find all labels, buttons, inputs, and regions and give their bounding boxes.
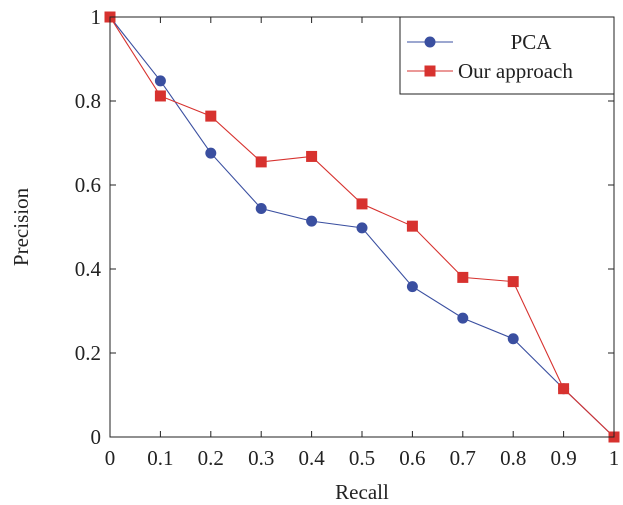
x-tick-label: 0.1 bbox=[147, 446, 173, 470]
x-tick-label: 0.3 bbox=[248, 446, 274, 470]
y-tick-label: 0.8 bbox=[75, 89, 101, 113]
pca-point bbox=[406, 281, 418, 293]
pca-point bbox=[457, 312, 469, 324]
pca-point bbox=[154, 75, 166, 87]
our-approach-point bbox=[457, 271, 469, 283]
x-tick-label: 0.2 bbox=[198, 446, 224, 470]
pca-point bbox=[255, 203, 267, 215]
tick-labels: 0 0.1 0.2 0.3 0.4 0.5 0.6 0.7 0.8 0.9 1 0 0.2 0.4 0.6 0… bbox=[75, 5, 620, 470]
x-tick-label: 0.7 bbox=[450, 446, 476, 470]
x-tick-label: 1 bbox=[609, 446, 620, 470]
x-tick-label: 0.8 bbox=[500, 446, 526, 470]
y-tick-label: 0.2 bbox=[75, 341, 101, 365]
legend-our-approach-label: Our approach bbox=[458, 59, 573, 83]
x-tick-label: 0 bbox=[105, 446, 116, 470]
x-tick-label: 0.5 bbox=[349, 446, 375, 470]
y-tick-label: 0 bbox=[91, 425, 102, 449]
our-approach-point bbox=[558, 383, 570, 395]
pca-point bbox=[356, 222, 368, 234]
series-layer bbox=[104, 11, 620, 443]
x-tick-label: 0.4 bbox=[298, 446, 325, 470]
y-tick-label: 0.6 bbox=[75, 173, 101, 197]
legend-box bbox=[399, 16, 615, 95]
our-approach-point bbox=[205, 110, 217, 122]
legend-pca-label: PCA bbox=[511, 30, 553, 54]
our-approach-point bbox=[406, 220, 418, 232]
legend: PCA Our approach bbox=[399, 16, 615, 95]
y-tick-label: 1 bbox=[91, 5, 102, 29]
y-axis-label: Precision bbox=[9, 187, 33, 266]
our-approach-point bbox=[356, 198, 368, 210]
x-tick-label: 0.9 bbox=[550, 446, 576, 470]
pca-point bbox=[306, 215, 318, 227]
our-approach-point bbox=[154, 90, 166, 102]
x-tick-label: 0.6 bbox=[399, 446, 425, 470]
x-axis-label: Recall bbox=[335, 480, 389, 504]
y-tick-label: 0.4 bbox=[75, 257, 102, 281]
our-approach-point bbox=[306, 150, 318, 162]
pca-point bbox=[205, 147, 217, 159]
legend-our-approach-marker bbox=[424, 65, 436, 77]
our-approach-point bbox=[255, 156, 267, 168]
our-approach-point bbox=[507, 276, 519, 288]
legend-pca-marker bbox=[424, 36, 436, 48]
plot-frame bbox=[109, 16, 615, 438]
pca-point bbox=[507, 333, 519, 345]
